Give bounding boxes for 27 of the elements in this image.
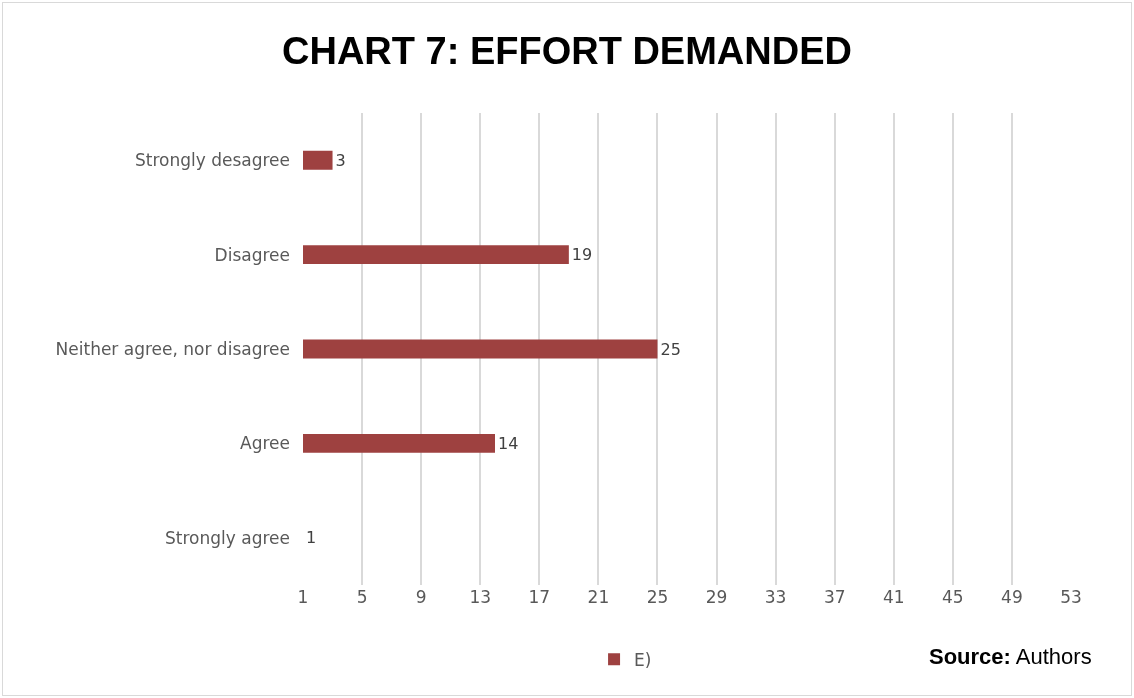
x-tick-label: 25 (646, 587, 669, 607)
data-label: 25 (660, 339, 681, 359)
y-tick-label: Strongly desagree (134, 150, 290, 171)
x-tick-label: 37 (823, 587, 846, 607)
source-note: Source: Authors (929, 644, 1092, 669)
x-tick-label: 5 (356, 587, 368, 607)
data-label: 19 (571, 245, 593, 265)
x-tick-label: 41 (882, 587, 905, 607)
x-tick-label: 45 (942, 587, 964, 607)
data-label: 3 (335, 150, 346, 170)
y-tick-label: Strongly agree (165, 527, 290, 548)
x-tick-label: 49 (1001, 587, 1023, 607)
x-tick-label: 33 (764, 587, 787, 607)
data-label: 1 (306, 528, 317, 548)
x-tick-label: 29 (705, 587, 728, 607)
x-tick-label: 17 (528, 587, 551, 607)
x-tick-label: 13 (469, 587, 492, 607)
y-tick-label: Disagree (214, 244, 290, 265)
chart-title: CHART 7: EFFORT DEMANDED (282, 30, 852, 73)
x-tick-label: 21 (587, 587, 610, 607)
y-tick-label: Agree (240, 433, 290, 454)
x-tick-label: 1 (297, 587, 309, 607)
x-tick-label: 9 (415, 587, 427, 607)
data-label: 14 (498, 434, 519, 454)
y-tick-label: Neither agree, nor disagree (55, 338, 290, 359)
x-tick-label: 53 (1060, 587, 1082, 607)
legend-label: E) (634, 649, 652, 670)
